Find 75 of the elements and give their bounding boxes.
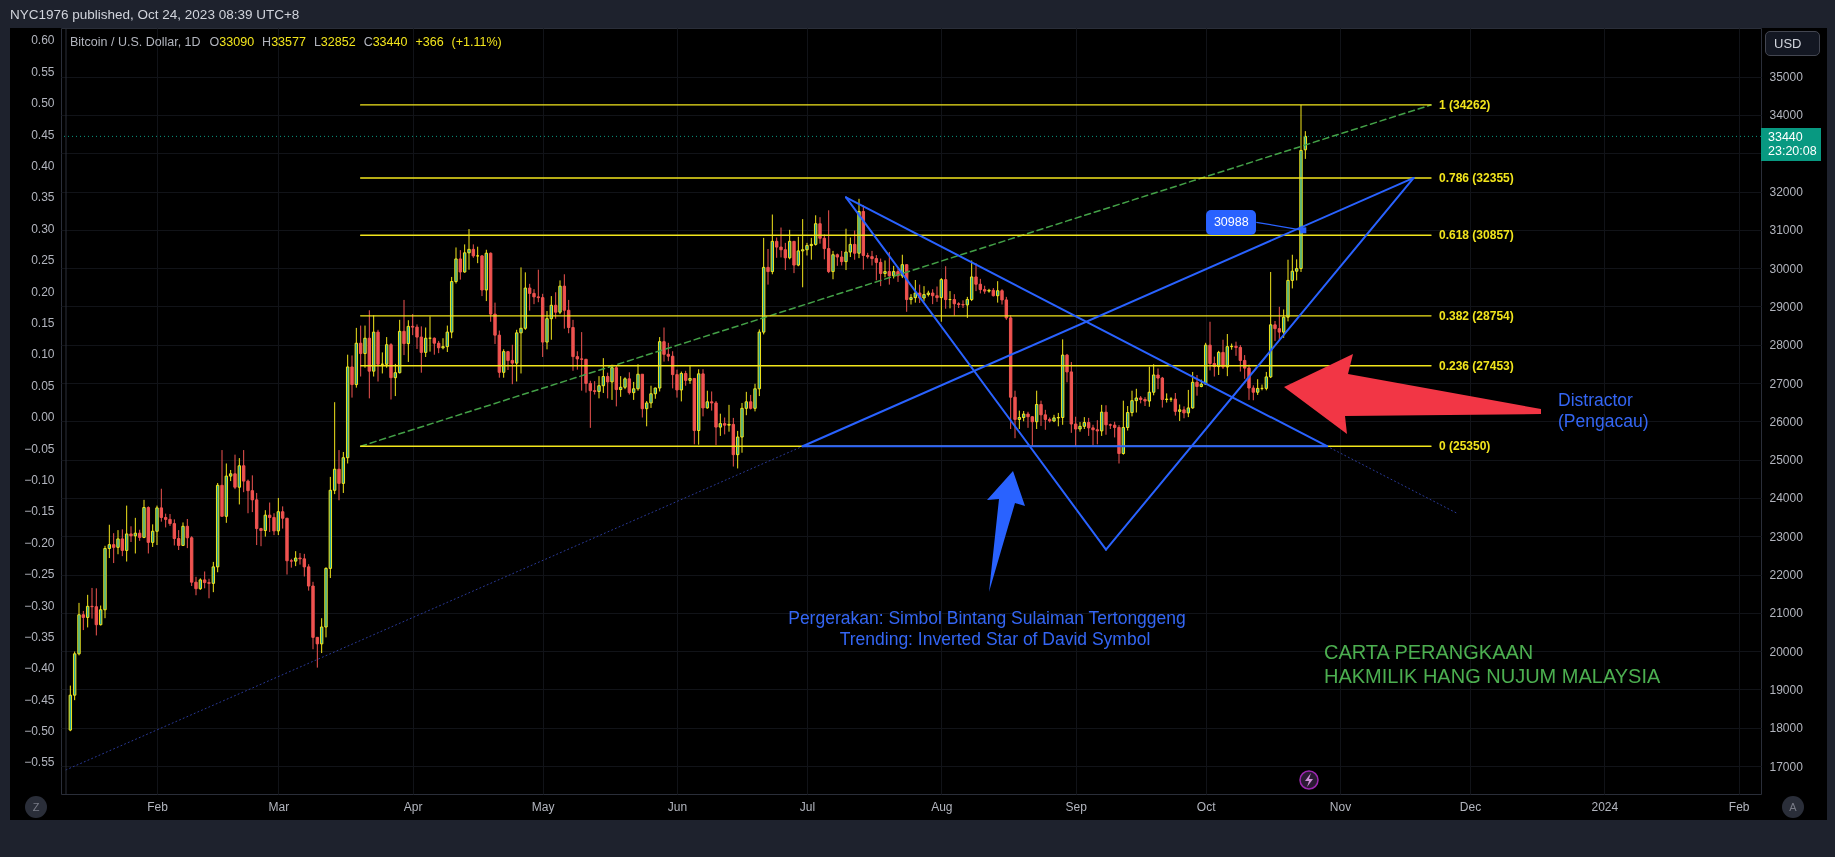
text: Bitcoin / U.S. Dollar, 1D [70, 34, 201, 49]
y2-tick-label: 0.10 [31, 347, 55, 362]
y-tick-label: 28000 [1769, 338, 1804, 353]
annotation: Pergerakan: Simbol Bintang Sulaiman Tertonggeng [788, 608, 1186, 629]
y-tick-label: 22000 [1769, 568, 1804, 583]
x-tick-label: Dec [1459, 799, 1482, 814]
y2-tick-label: −0.50 [24, 724, 55, 739]
y-tick-label: 20000 [1769, 644, 1804, 659]
y2-tick-label: 0.50 [31, 96, 55, 111]
y2-tick-label: 0.30 [31, 221, 55, 236]
x-tick-label: Jul [799, 799, 816, 814]
annotation: HAKMILIK HANG NUJUM MALAYSIA [1324, 665, 1661, 687]
series-label: 0 (25350) [1439, 439, 1491, 454]
annotation: CARTA PERANGKAAN [1324, 641, 1534, 663]
text: O33090 H33577 L32852 C33440 +366 (+1.11%) [209, 34, 502, 49]
x-tick-label: Nov [1329, 799, 1352, 814]
annotation: Distractor [1558, 390, 1633, 411]
y-tick-label: 24000 [1769, 491, 1804, 506]
annotation: (Pengacau) [1558, 411, 1649, 432]
x-tick-label: Mar [268, 799, 290, 814]
x-tick-label: Oct [1196, 799, 1217, 814]
y-tick-label: 27000 [1769, 376, 1804, 391]
y2-tick-label: −0.10 [24, 472, 55, 487]
y2-tick-label: 0.20 [31, 284, 55, 299]
x-tick-label: Jun [667, 799, 688, 814]
y2-tick-label: −0.25 [24, 567, 55, 582]
series-label: 1 (34262) [1439, 97, 1491, 112]
y-tick-label: 19000 [1769, 682, 1804, 697]
x-tick-label: May [531, 799, 555, 814]
text: NYC1976 published, Oct 24, 2023 08:39 UTC+8 [10, 6, 300, 22]
y2-tick-label: 0.55 [31, 64, 55, 79]
y-tick-label: 34000 [1769, 108, 1804, 123]
y-tick-label: 18000 [1769, 721, 1804, 736]
series-label: 0.236 (27453) [1439, 358, 1514, 373]
x-tick-label: Feb [1728, 799, 1750, 814]
y2-tick-label: 0.25 [31, 253, 55, 268]
annotation: Trending: Inverted Star of David Symbol [839, 629, 1151, 650]
y2-tick-label: 0.60 [31, 33, 55, 48]
y-tick-label: 35000 [1769, 70, 1804, 85]
x-tick-label: Sep [1065, 799, 1088, 814]
y-tick-label: 23000 [1769, 529, 1804, 544]
series-label: 0.786 (32355) [1439, 170, 1514, 185]
y2-tick-label: −0.35 [24, 629, 55, 644]
y-tick-label: 29000 [1769, 299, 1804, 314]
y2-tick-label: −0.15 [24, 504, 55, 519]
y-tick-label: 30000 [1769, 261, 1804, 276]
x-tick-label: 2024 [1591, 799, 1619, 814]
y-tick-label: 17000 [1769, 759, 1804, 774]
annotation: 30988 [1213, 215, 1249, 230]
y2-tick-label: 0.40 [31, 159, 55, 173]
y2-tick-label: 0.00 [31, 410, 55, 425]
currency-button: USD [1765, 31, 1820, 56]
y2-tick-label: −0.55 [24, 755, 55, 770]
callout-box: 30988 [1206, 209, 1257, 235]
y2-tick-label: 0.35 [31, 190, 55, 205]
x-tick-label: Aug [931, 799, 953, 814]
y2-tick-label: −0.45 [24, 692, 55, 707]
y-tick-label: 21000 [1769, 606, 1804, 621]
x-tick-label: Apr [403, 799, 423, 814]
y-tick-label: 25000 [1769, 453, 1804, 468]
y-tick-label: 31000 [1769, 223, 1804, 238]
x-tick-label: Feb [147, 799, 169, 814]
price-tag: 33440 23:20:08 [1761, 127, 1821, 161]
y2-tick-label: 0.45 [31, 127, 55, 142]
y2-tick-label: 0.05 [31, 378, 55, 393]
y2-tick-label: −0.30 [24, 598, 55, 613]
y-tick-label: 32000 [1769, 185, 1804, 200]
ref-line-label: 33440 [1768, 129, 1804, 144]
y2-tick-label: 0.15 [31, 315, 55, 330]
series-label: 0.618 (30857) [1439, 228, 1514, 243]
y2-tick-label: −0.40 [24, 661, 55, 676]
y2-tick-label: −0.05 [24, 441, 55, 456]
series-label: 0.382 (28754) [1439, 308, 1514, 323]
y-tick-label: 26000 [1769, 414, 1804, 429]
y2-tick-label: −0.20 [24, 535, 55, 550]
